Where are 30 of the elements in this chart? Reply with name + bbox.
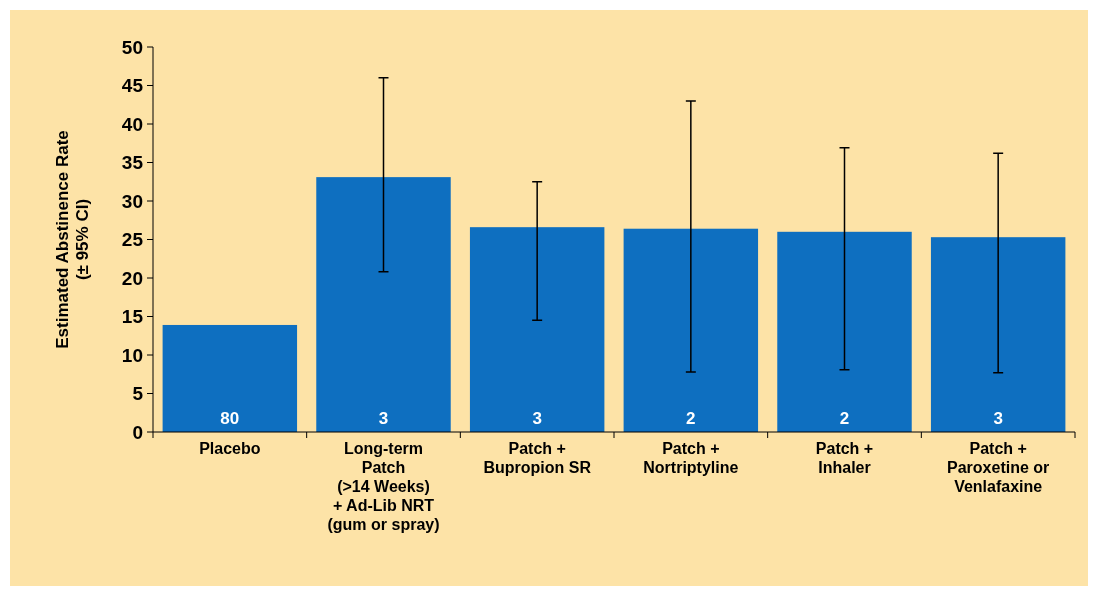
annotation: 3 [993, 409, 1003, 428]
annotation: 3 [532, 409, 542, 428]
x-tick-label: Placebo [199, 440, 261, 457]
bar [777, 231, 912, 432]
x-tick-label: Patch + Paroxetine or Venlafaxine [947, 440, 1050, 495]
y-tick-label: 15 [121, 306, 144, 328]
annotation: 3 [378, 409, 389, 428]
bar [623, 228, 759, 432]
bar [162, 324, 298, 432]
y-tick-label: 35 [121, 152, 144, 174]
bar [930, 237, 1066, 432]
y-tick-label: 40 [121, 113, 143, 135]
x-tick-label: Patch + Nortriptyline [643, 440, 739, 476]
annotation: 80 [220, 409, 240, 428]
annotation: 2 [839, 409, 850, 428]
x-tick-label: Patch + Bupropion SR [483, 440, 592, 476]
x-tick-label: Patch + Inhaler [815, 440, 874, 476]
bar [316, 177, 451, 432]
bar [469, 227, 605, 432]
y-tick-label: 10 [121, 344, 143, 366]
y-tick-label: 5 [132, 383, 144, 405]
y-tick-label: 0 [132, 421, 143, 443]
y-tick-label: 20 [121, 267, 143, 289]
x-tick-label: Long-term Patch (>14 Weeks) + Ad-Lib NRT (gum or spray) [327, 440, 440, 533]
annotation: 2 [686, 409, 696, 428]
y-axis-title: Estimated Abstinence Rate (± 95% CI) [53, 130, 92, 349]
y-tick-label: 50 [121, 36, 143, 58]
y-tick-label: 25 [121, 229, 144, 251]
y-tick-label: 30 [121, 190, 143, 212]
y-tick-label: 45 [121, 75, 144, 97]
